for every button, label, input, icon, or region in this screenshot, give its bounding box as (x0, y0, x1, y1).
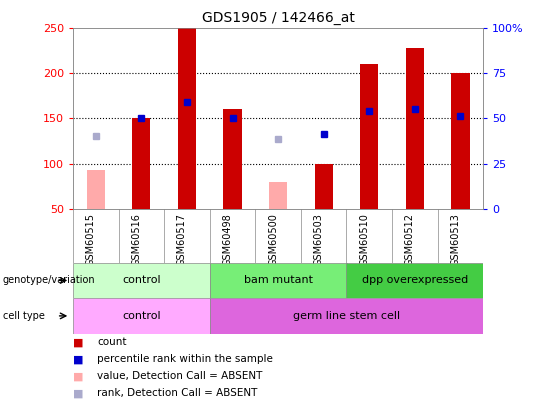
Text: GSM60517: GSM60517 (177, 213, 187, 266)
Text: cell type: cell type (3, 311, 45, 321)
Text: GSM60515: GSM60515 (86, 213, 96, 266)
Text: rank, Detection Call = ABSENT: rank, Detection Call = ABSENT (97, 388, 258, 398)
Text: GSM60500: GSM60500 (268, 213, 278, 266)
Text: germ line stem cell: germ line stem cell (293, 311, 400, 321)
Bar (315, 164, 333, 209)
Text: control: control (122, 311, 160, 321)
Text: dpp overexpressed: dpp overexpressed (362, 275, 468, 286)
Title: GDS1905 / 142466_at: GDS1905 / 142466_at (201, 11, 355, 25)
Bar (210, 298, 483, 334)
Bar (210, 263, 347, 298)
Bar (451, 73, 470, 209)
Text: bam mutant: bam mutant (244, 275, 313, 286)
Text: ■: ■ (73, 354, 83, 364)
Text: ■: ■ (73, 371, 83, 381)
Bar (224, 109, 241, 209)
Text: GSM60512: GSM60512 (405, 213, 415, 266)
Bar (132, 118, 151, 209)
Bar (406, 48, 424, 209)
Text: control: control (122, 275, 160, 286)
Bar (178, 28, 196, 209)
Text: count: count (97, 337, 127, 347)
Bar (269, 181, 287, 209)
Text: GSM60498: GSM60498 (222, 213, 233, 266)
Text: GSM60516: GSM60516 (131, 213, 141, 266)
Bar (347, 263, 483, 298)
Text: ■: ■ (73, 337, 83, 347)
Bar (73, 298, 210, 334)
Bar (360, 64, 379, 209)
Text: genotype/variation: genotype/variation (3, 275, 96, 286)
Bar (73, 263, 210, 298)
Text: GSM60510: GSM60510 (359, 213, 369, 266)
Text: ■: ■ (73, 388, 83, 398)
Text: percentile rank within the sample: percentile rank within the sample (97, 354, 273, 364)
Text: GSM60513: GSM60513 (450, 213, 461, 266)
Text: value, Detection Call = ABSENT: value, Detection Call = ABSENT (97, 371, 262, 381)
Bar (86, 170, 105, 209)
Text: GSM60503: GSM60503 (314, 213, 323, 266)
